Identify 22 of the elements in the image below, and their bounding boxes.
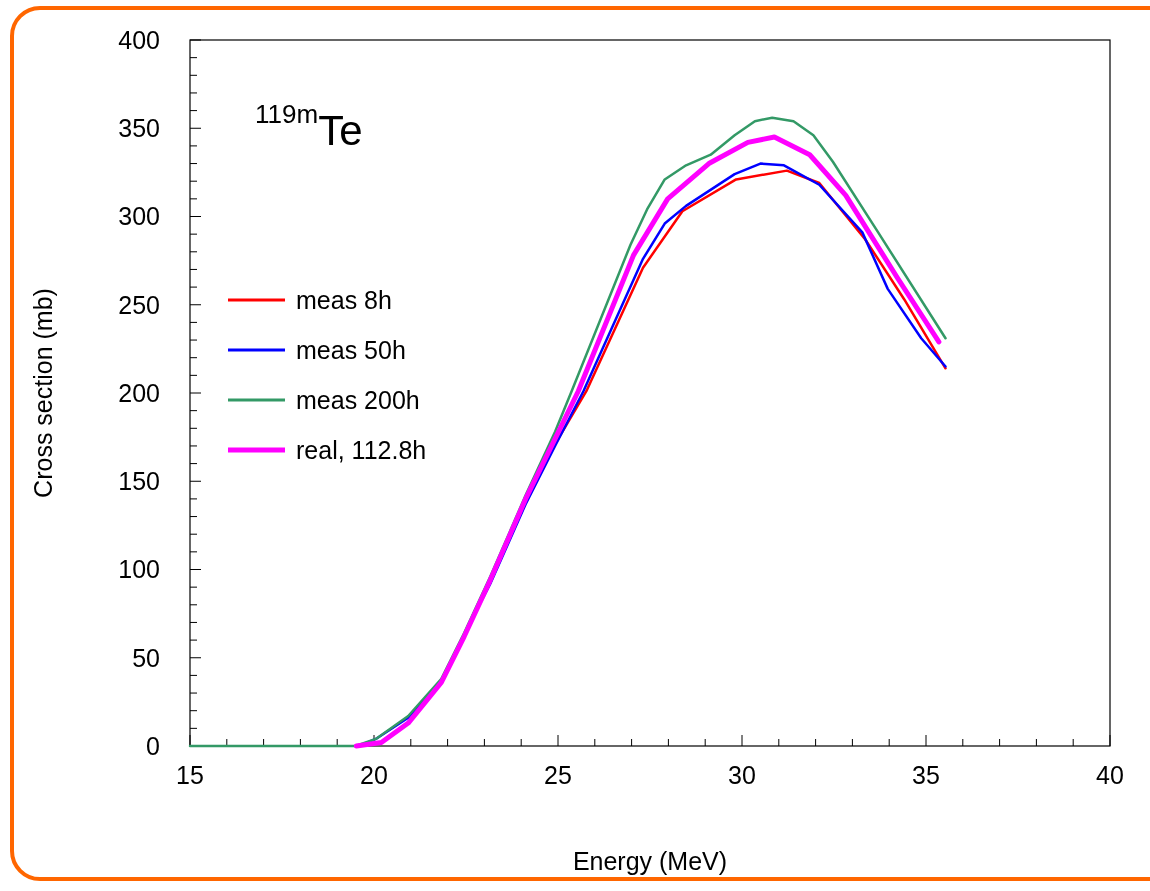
y-tick-label: 0 bbox=[146, 731, 160, 760]
text: $^{119m}$Te bbox=[255, 98, 363, 154]
legend-label: meas 200h bbox=[296, 385, 420, 414]
x-tick-label: 25 bbox=[544, 761, 572, 789]
y-tick-label: 150 bbox=[118, 467, 160, 495]
x-axis-title: Energy (MeV) bbox=[572, 847, 728, 875]
y-tick-label: 300 bbox=[118, 202, 160, 231]
y-tick-label: 200 bbox=[118, 378, 160, 407]
legend-label: meas 8h bbox=[296, 285, 392, 314]
y-tick-label: 50 bbox=[132, 643, 160, 672]
x-tick-label: 15 bbox=[176, 761, 204, 789]
x-tick-label: 40 bbox=[1096, 761, 1124, 789]
y-tick-label: 400 bbox=[118, 25, 160, 54]
y-tick-label: 100 bbox=[118, 555, 160, 584]
legend-label: meas 50h bbox=[296, 335, 406, 364]
y-axis-title: Cross section (mb) bbox=[29, 288, 57, 498]
x-tick-label: 35 bbox=[912, 761, 940, 789]
y-tick-label: 350 bbox=[118, 114, 160, 142]
legend-label: real, 112.8h bbox=[296, 435, 427, 464]
y-tick-label: 250 bbox=[118, 290, 160, 319]
x-tick-label: 20 bbox=[360, 761, 388, 789]
x-tick-label: 30 bbox=[728, 761, 756, 789]
